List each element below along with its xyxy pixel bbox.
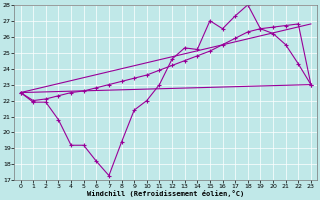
X-axis label: Windchill (Refroidissement éolien,°C): Windchill (Refroidissement éolien,°C) — [87, 190, 244, 197]
